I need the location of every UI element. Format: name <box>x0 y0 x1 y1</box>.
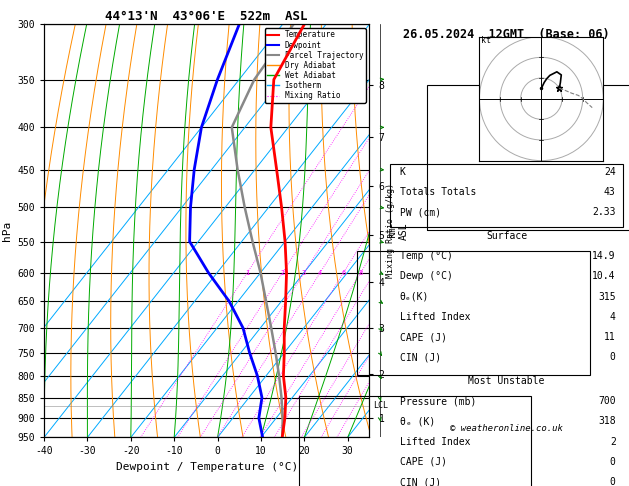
Text: 14.9: 14.9 <box>593 251 616 261</box>
Text: 2.33: 2.33 <box>593 208 616 217</box>
Bar <box>428 86 629 229</box>
Y-axis label: hPa: hPa <box>2 221 12 241</box>
Text: CIN (J): CIN (J) <box>399 352 441 362</box>
Text: Mixing Ratio (g/kg): Mixing Ratio (g/kg) <box>386 183 395 278</box>
Y-axis label: km
ASL: km ASL <box>387 222 409 240</box>
Legend: Temperature, Dewpoint, Parcel Trajectory, Dry Adiabat, Wet Adiabat, Isotherm, Mi: Temperature, Dewpoint, Parcel Trajectory… <box>265 28 365 103</box>
Text: Lifted Index: Lifted Index <box>399 436 470 447</box>
Text: CAPE (J): CAPE (J) <box>399 332 447 342</box>
Text: © weatheronline.co.uk: © weatheronline.co.uk <box>450 424 563 434</box>
Text: 1: 1 <box>245 270 249 276</box>
Text: Totals Totals: Totals Totals <box>399 187 476 197</box>
Bar <box>357 251 590 375</box>
Text: 26.05.2024  12GMT  (Base: 06): 26.05.2024 12GMT (Base: 06) <box>403 29 610 41</box>
Text: 24: 24 <box>604 167 616 177</box>
Title: 44°13'N  43°06'E  522m  ASL: 44°13'N 43°06'E 522m ASL <box>106 10 308 23</box>
Text: LCL: LCL <box>372 401 387 410</box>
Text: 2: 2 <box>281 270 284 276</box>
Text: 43: 43 <box>604 187 616 197</box>
Text: 11: 11 <box>604 332 616 342</box>
Text: 4: 4 <box>610 312 616 322</box>
Text: Surface: Surface <box>486 231 527 241</box>
Text: 3: 3 <box>302 270 306 276</box>
Text: 315: 315 <box>598 292 616 302</box>
Text: Dewp (°C): Dewp (°C) <box>399 271 452 281</box>
Text: CAPE (J): CAPE (J) <box>399 457 447 467</box>
Text: 4: 4 <box>318 270 322 276</box>
Text: θₑ (K): θₑ (K) <box>399 417 435 426</box>
Text: 0: 0 <box>610 352 616 362</box>
Text: Lifted Index: Lifted Index <box>399 312 470 322</box>
Text: 0: 0 <box>610 457 616 467</box>
Text: θₑ(K): θₑ(K) <box>399 292 429 302</box>
Text: Most Unstable: Most Unstable <box>469 376 545 386</box>
Text: 10.4: 10.4 <box>593 271 616 281</box>
Text: 6: 6 <box>342 270 345 276</box>
Text: K: K <box>399 167 406 177</box>
Text: 318: 318 <box>598 417 616 426</box>
Text: Pressure (mb): Pressure (mb) <box>399 396 476 406</box>
Text: CIN (J): CIN (J) <box>399 477 441 486</box>
Text: 700: 700 <box>598 396 616 406</box>
Text: PW (cm): PW (cm) <box>399 208 441 217</box>
Text: 0: 0 <box>610 477 616 486</box>
X-axis label: Dewpoint / Temperature (°C): Dewpoint / Temperature (°C) <box>116 462 298 472</box>
Bar <box>391 163 623 226</box>
Bar <box>299 396 531 486</box>
Text: 8: 8 <box>359 270 363 276</box>
Text: Temp (°C): Temp (°C) <box>399 251 452 261</box>
Text: 2: 2 <box>610 436 616 447</box>
